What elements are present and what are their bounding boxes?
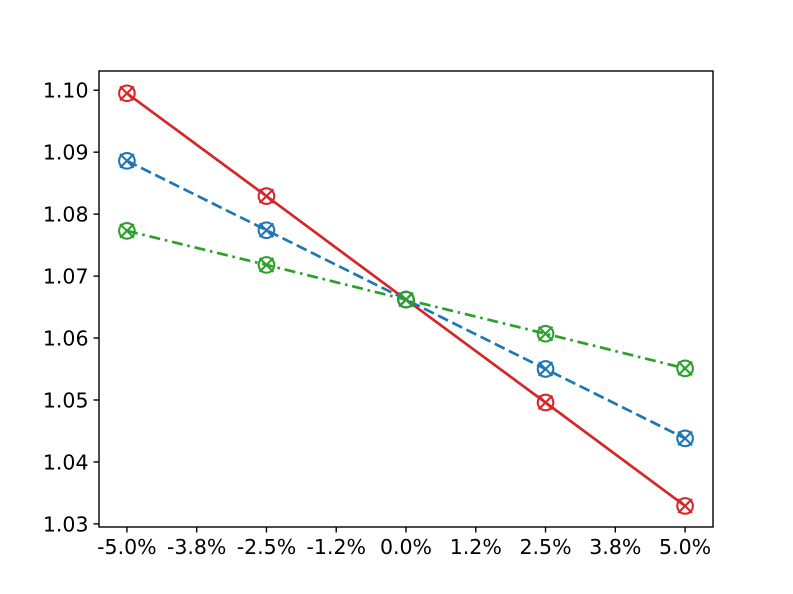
x-tick-label: -2.5% xyxy=(237,535,296,559)
red-solid-series-marker-x xyxy=(119,85,135,101)
x-tick-label: 5.0% xyxy=(659,535,711,559)
y-tick-label: 1.04 xyxy=(43,450,89,474)
red-solid-series-marker-circle xyxy=(676,497,694,515)
x-tick-label: 2.5% xyxy=(519,535,571,559)
green-dashdot-series-marker-circle xyxy=(676,359,694,378)
green-dashdot-series-marker-x xyxy=(398,291,414,308)
axes-spines xyxy=(98,70,714,528)
blue-dashed-series-marker-circle xyxy=(257,221,276,240)
blue-dashed-series-marker-x xyxy=(677,430,693,447)
red-solid-series-marker-x xyxy=(258,188,275,204)
green-dashdot-series-marker-x xyxy=(119,223,135,239)
green-dashdot-series-marker-circle xyxy=(536,324,555,343)
blue-dashed-series-marker-circle xyxy=(676,429,694,448)
y-tick-label: 1.10 xyxy=(43,79,89,103)
blue-dashed-series-line xyxy=(126,159,686,440)
red-solid-series-marker-circle xyxy=(118,84,136,103)
y-tick-label: 1.05 xyxy=(43,388,89,412)
x-tick-label: 1.2% xyxy=(450,535,502,559)
x-tick-label: -5.0% xyxy=(97,535,156,559)
x-tick-label: -1.2% xyxy=(306,535,365,559)
green-dashdot-series-marker-x xyxy=(677,360,693,377)
y-tick-label: 1.09 xyxy=(43,141,89,165)
x-tick-label: 3.8% xyxy=(589,535,641,559)
y-tick-label: 1.06 xyxy=(43,327,89,351)
blue-dashed-series-marker-x xyxy=(119,153,135,169)
red-solid-series-marker-circle xyxy=(536,393,555,412)
blue-dashed-series-marker-x xyxy=(258,222,275,238)
green-dashdot-series-marker-circle xyxy=(257,256,276,274)
green-dashdot-series-marker-x xyxy=(537,326,554,342)
blue-dashed-series-marker-circle xyxy=(536,360,555,378)
y-tick-label: 1.07 xyxy=(43,265,89,289)
red-solid-series-marker-x xyxy=(537,394,554,411)
red-solid-series-marker-x xyxy=(677,498,693,514)
green-dashdot-series-marker-x xyxy=(258,257,275,273)
green-dashdot-series-marker-circle xyxy=(397,290,415,309)
red-solid-series-marker-circle xyxy=(257,187,276,206)
y-tick-label: 1.03 xyxy=(43,512,89,536)
x-tick-label: 0.0% xyxy=(380,535,432,559)
green-dashdot-series-marker-circle xyxy=(118,221,136,240)
x-tick-label: -3.8% xyxy=(167,535,226,559)
blue-dashed-series-marker-x xyxy=(537,361,554,377)
y-tick-label: 1.08 xyxy=(43,203,89,227)
blue-dashed-series-marker-circle xyxy=(118,151,136,170)
